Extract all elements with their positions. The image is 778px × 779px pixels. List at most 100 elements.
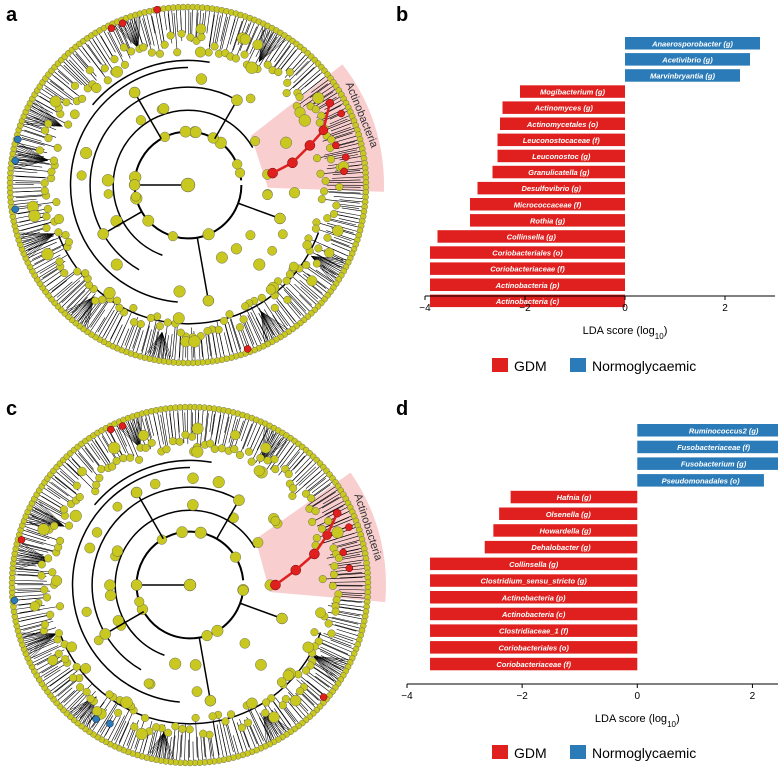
- clade-node: [214, 325, 223, 334]
- lda-bar-label: Coriobacteriaceae (f): [496, 660, 571, 669]
- clade-node: [48, 568, 57, 577]
- clade-node: [51, 575, 63, 587]
- clade-branch: [337, 139, 358, 146]
- clade-node-gdm: [339, 548, 347, 557]
- clade-node: [221, 717, 230, 726]
- clade-branch: [201, 340, 204, 360]
- clade-node-normo: [14, 135, 22, 144]
- lda-bar: [637, 457, 778, 470]
- legend-gdm-label: GDM: [514, 358, 547, 374]
- lda-bar-label: Rothia (g): [530, 216, 565, 225]
- clade-branch: [263, 36, 282, 65]
- clade-branch: [315, 672, 334, 686]
- clade-branch: [14, 156, 48, 161]
- clade-branch: [338, 588, 366, 591]
- clade-branch: [314, 675, 332, 689]
- legend-normo-swatch: [570, 358, 586, 372]
- clade-branch: [266, 438, 288, 470]
- clade-branch: [67, 296, 95, 313]
- clade-branch: [26, 233, 55, 254]
- clade-branch: [187, 409, 189, 444]
- clade-branch: [159, 332, 163, 359]
- clade-branch: [338, 203, 362, 208]
- clade-branch: [28, 112, 63, 127]
- clade-branch: [161, 332, 171, 360]
- clade-node: [103, 286, 116, 300]
- clade-node: [261, 708, 270, 717]
- clade-branch: [258, 33, 276, 62]
- panel-letter-d: d: [396, 398, 409, 420]
- clade-node: [91, 527, 103, 538]
- clade-branch: [104, 611, 145, 635]
- clade-node: [284, 470, 293, 479]
- clade-branch: [175, 10, 179, 33]
- clade-branch: [14, 160, 48, 162]
- clade-branch: [127, 20, 139, 48]
- clade-branch: [311, 256, 338, 277]
- clade-node: [234, 167, 246, 178]
- clade-node: [295, 92, 304, 101]
- lda-bar-label: Coriobacteriales (o): [498, 643, 569, 652]
- clade-branch: [275, 697, 297, 725]
- clade-node: [327, 629, 336, 638]
- lda-bar: [484, 540, 638, 554]
- clade-branch: [196, 237, 210, 301]
- clade-branch: [321, 496, 342, 509]
- clade-branch: [68, 296, 95, 314]
- clade-node: [263, 456, 272, 465]
- clade-branch: [102, 211, 143, 235]
- clade-branch: [329, 115, 350, 125]
- clade-branch: [260, 311, 267, 342]
- lda-bar-label: Howardella (g): [539, 526, 591, 535]
- clade-branch: [258, 29, 269, 62]
- clade-branch: [211, 411, 216, 435]
- clade-node-normo: [106, 719, 114, 728]
- clade-branch: [334, 572, 365, 576]
- clade-branch: [149, 732, 165, 756]
- clade-branch: [195, 9, 198, 38]
- clade-node: [134, 596, 145, 607]
- clade-branch: [36, 254, 68, 274]
- clade-branch: [13, 160, 48, 168]
- clade-node: [81, 269, 90, 278]
- clade-node: [282, 89, 291, 98]
- clade-branch: [261, 435, 282, 462]
- clade-node: [307, 494, 316, 503]
- clade-node: [69, 509, 82, 522]
- clade-branch: [252, 724, 263, 745]
- clade-node: [302, 666, 311, 675]
- clade-node: [288, 187, 301, 199]
- clade-branch: [65, 59, 92, 86]
- clade-node: [220, 316, 229, 325]
- clade-node: [120, 696, 133, 709]
- clade-arc: [91, 59, 210, 106]
- clade-highlight: [251, 64, 385, 192]
- clade-node: [204, 694, 217, 707]
- clade-branch: [260, 311, 269, 341]
- clade-branch: [14, 158, 48, 161]
- clade-branch: [107, 28, 123, 57]
- clade-branch: [161, 411, 168, 446]
- clade-node: [107, 441, 121, 455]
- lda-bar: [625, 69, 740, 82]
- clade-node: [69, 673, 78, 682]
- clade-branch: [41, 491, 68, 509]
- clade-branch: [35, 501, 66, 519]
- clade-branch: [246, 422, 258, 447]
- clade-node: [194, 46, 206, 58]
- clade-node: [231, 54, 240, 63]
- clade-node: [231, 94, 243, 106]
- clade-branch: [311, 79, 329, 93]
- clade-node: [141, 713, 150, 722]
- clade-node: [119, 454, 128, 463]
- clade-node-gdm: [340, 167, 348, 176]
- clade-branch: [260, 311, 275, 338]
- clade-node: [141, 443, 150, 452]
- lda-bar: [502, 101, 625, 114]
- clade-branch: [223, 414, 233, 448]
- clade-branch: [71, 296, 95, 317]
- clade-node: [92, 480, 101, 489]
- clade-node: [44, 554, 53, 563]
- clade-branch: [15, 567, 39, 571]
- clade-node: [262, 698, 271, 707]
